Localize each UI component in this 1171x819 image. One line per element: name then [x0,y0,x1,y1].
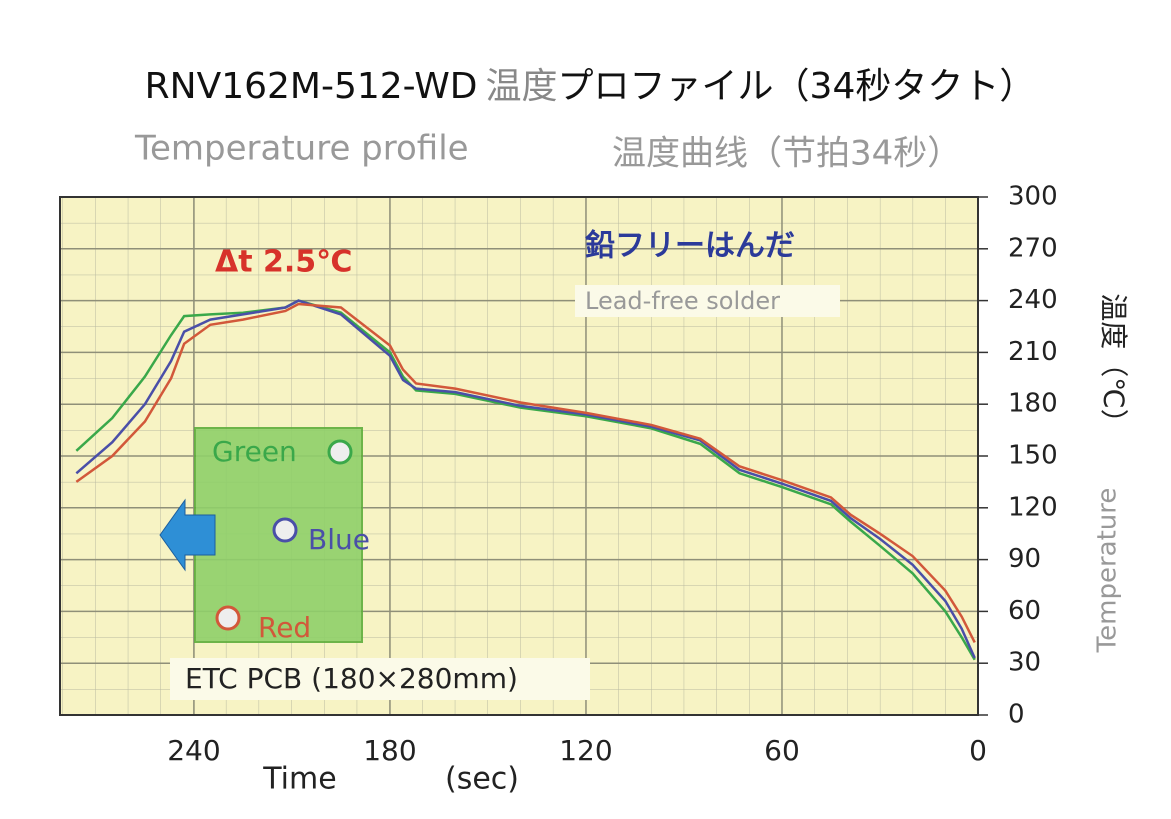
y-tick-label: 60 [1008,596,1041,626]
y-tick-label: 90 [1008,544,1041,574]
y-tick-label: 150 [1008,441,1058,471]
y-tick-label: 0 [1008,700,1025,730]
title-model: RNV162M-512-WD [145,66,478,107]
y-tick-label: 120 [1008,492,1058,522]
x-tick-label: 240 [167,734,220,767]
legend-label: Red [258,611,311,644]
x-axis-unit: (sec) [445,762,519,797]
legend-marker [327,439,353,465]
y-axis-label-en: Temperature [1093,488,1123,654]
x-tick-label: 120 [559,734,612,767]
y-tick-label: 240 [1008,285,1058,315]
legend-marker [215,605,241,631]
series-line [75,299,976,661]
annotation-en: Lead-free solder [585,287,780,315]
y-tick-label: 210 [1008,337,1058,367]
y-axis-label-jp: 温度（℃） [1097,293,1130,436]
series-line [75,302,976,644]
y-tick-label: 270 [1008,233,1058,263]
series-line [75,299,976,659]
annotation-dt: Δt 2.5℃ [215,245,352,280]
title-rest: プロファイル（34秒タクト） [558,66,1036,107]
y-tick-label: 300 [1008,182,1058,212]
legend-label: Blue [308,523,370,556]
annotation-pcb: ETC PCB (180×280mm) [185,662,518,695]
y-tick-label: 180 [1008,389,1058,419]
x-tick-label: 60 [764,734,800,767]
x-tick-label: 180 [363,734,416,767]
plot-frame [59,196,979,716]
legend-marker [272,517,298,543]
chart-title: RNV162M-512-WD 温度プロファイル（34秒タクト） [145,66,1036,107]
arrow-icon [159,498,216,572]
title-gray: 温度 [486,66,558,107]
annotation-jp: 鉛フリーはんだ [585,229,795,264]
x-axis-label: Time [262,762,336,797]
subtitle-cn: 温度曲线（节拍34秒） [612,134,961,174]
subtitle-en: Temperature profile [134,129,469,169]
label-bg [170,658,590,700]
x-tick-label: 0 [969,734,987,767]
label-bg [575,285,840,317]
legend-label: Green [212,435,297,468]
y-tick-label: 30 [1008,648,1041,678]
